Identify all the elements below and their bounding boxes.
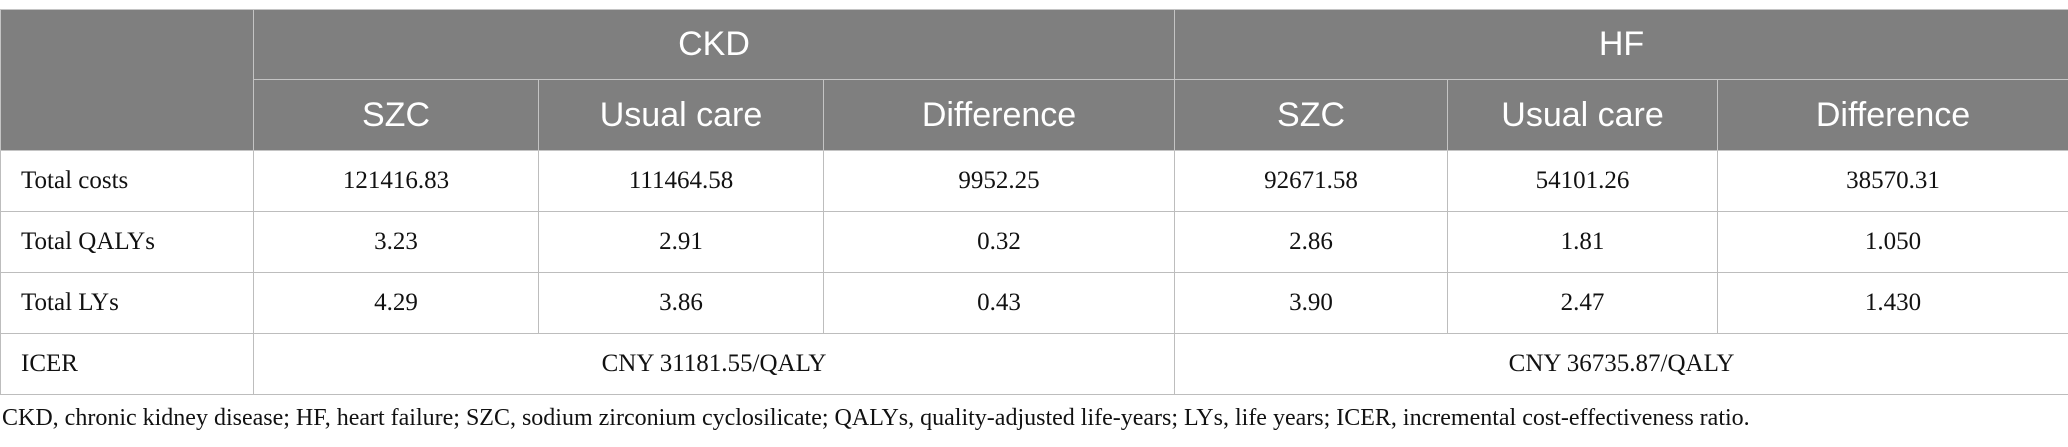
cell: CNY 31181.55/QALY xyxy=(252,333,1176,395)
cell: 54101.26 xyxy=(1447,150,1719,212)
cell: 121416.83 xyxy=(253,150,539,212)
cell: CNY 36735.87/QALY xyxy=(1174,333,2068,395)
table-body: Total costs 121416.83 111464.58 9952.25 9267… xyxy=(0,150,2068,395)
row-label: Total QALYs xyxy=(0,211,254,273)
column-header: Usual care xyxy=(1447,79,1719,151)
table-row: ICER CNY 31181.55/QALY CNY 36735.87/QALY xyxy=(0,333,2068,395)
cell: 2.47 xyxy=(1447,272,1719,334)
cell: 38570.31 xyxy=(1717,150,2068,212)
column-header: SZC xyxy=(253,79,539,151)
column-header: Difference xyxy=(1717,79,2068,151)
footnote: CKD, chronic kidney disease; HF, heart f… xyxy=(2,405,1750,431)
row-label: Total costs xyxy=(0,150,254,212)
table-row: Total LYs 4.29 3.86 0.43 3.90 2.47 1.430 xyxy=(0,272,2068,334)
row-label: Total LYs xyxy=(0,272,254,334)
header-row: CKD HF xyxy=(0,9,2068,151)
results-table: CKD HF SZC Usual care Difference SZC Usu… xyxy=(0,9,2068,395)
table-row: Total costs 121416.83 111464.58 9952.25 9267… xyxy=(0,150,2068,212)
header-row: SZC Usual care Difference SZC Usual care… xyxy=(1,79,2068,151)
group-header: HF xyxy=(1174,9,2068,80)
column-header: Usual care xyxy=(538,79,824,151)
cell: 92671.58 xyxy=(1174,150,1449,212)
cell: 1.81 xyxy=(1447,211,1719,273)
cell: 3.86 xyxy=(538,272,824,334)
cell: 2.91 xyxy=(538,211,824,273)
group-header: CKD xyxy=(252,9,1176,80)
cell: 1.430 xyxy=(1717,272,2068,334)
cell: 4.29 xyxy=(253,272,539,334)
row-label: ICER xyxy=(0,333,254,395)
table-row: Total QALYs 3.23 2.91 0.32 2.86 1.81 1.050 xyxy=(0,211,2068,273)
column-header: Difference xyxy=(822,79,1176,151)
cell: 111464.58 xyxy=(538,150,824,212)
cell: 3.23 xyxy=(253,211,539,273)
cell: 3.90 xyxy=(1174,272,1449,334)
cell: 2.86 xyxy=(1174,211,1449,273)
cell: 1.050 xyxy=(1717,211,2068,273)
cell: 9952.25 xyxy=(822,150,1176,212)
cell: 0.43 xyxy=(822,272,1176,334)
column-header: SZC xyxy=(1174,79,1449,151)
cell: 0.32 xyxy=(822,211,1176,273)
corner-cell xyxy=(0,9,254,151)
